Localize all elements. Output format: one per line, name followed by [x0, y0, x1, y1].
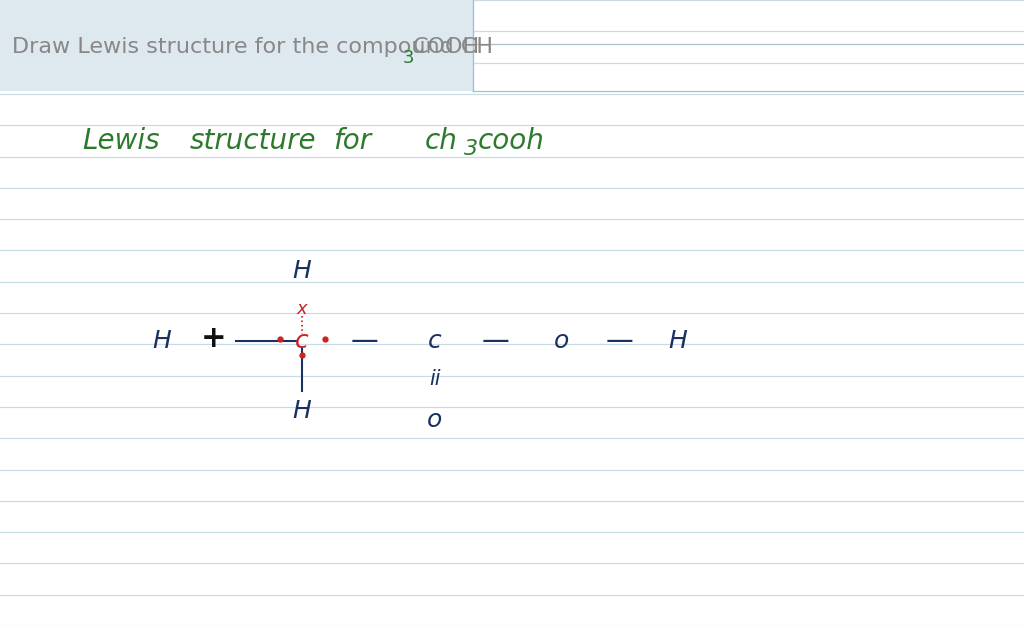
Text: 3: 3	[402, 49, 414, 66]
Text: H: H	[669, 329, 687, 353]
Text: for: for	[333, 127, 371, 155]
Text: H: H	[293, 399, 311, 423]
Text: H: H	[153, 329, 171, 353]
Bar	[0, 0, 473, 91]
Text: x: x	[297, 300, 307, 318]
Text: o: o	[554, 329, 569, 353]
Text: Draw Lewis structure for the compound CH: Draw Lewis structure for the compound CH	[12, 37, 494, 57]
Text: c: c	[428, 329, 441, 353]
Text: COOH: COOH	[413, 37, 480, 57]
Text: —: —	[481, 327, 509, 355]
Text: structure: structure	[189, 127, 316, 155]
Text: 3: 3	[464, 139, 478, 159]
Text: Lewis: Lewis	[82, 127, 160, 155]
Text: ii: ii	[429, 369, 440, 389]
Text: c: c	[295, 329, 309, 353]
Text: +: +	[201, 324, 226, 352]
Text: cooh: cooh	[478, 127, 545, 155]
Text: H: H	[293, 259, 311, 284]
Text: ch: ch	[425, 127, 458, 155]
Text: —: —	[351, 327, 379, 355]
Text: —: —	[605, 327, 633, 355]
Text: o: o	[427, 408, 442, 432]
